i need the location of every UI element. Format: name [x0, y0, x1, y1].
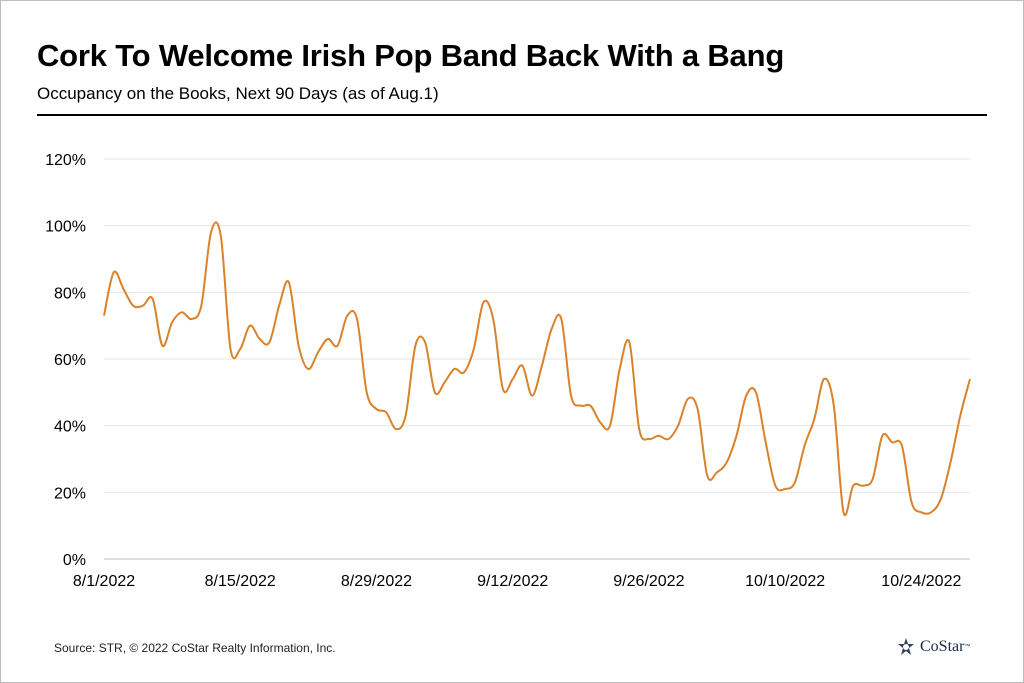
gridlines: [104, 158, 970, 560]
y-tick-label: 60%: [54, 352, 86, 369]
x-tick-label: 10/24/2022: [881, 573, 961, 590]
y-axis-ticks: 0% 20% 40% 60% 80% 100% 120%: [45, 152, 86, 569]
y-tick-label: 100%: [45, 219, 86, 236]
title-divider: [37, 114, 987, 116]
x-axis-ticks: 8/1/2022 8/15/2022 8/29/2022 9/12/2022 9/26/…: [73, 573, 962, 590]
series-group: [103, 221, 971, 517]
x-tick-label: 8/29/2022: [341, 573, 412, 590]
y-tick-label: 20%: [54, 485, 86, 502]
x-tick-label: 9/26/2022: [613, 573, 684, 590]
y-tick-label: 0%: [63, 552, 86, 569]
x-tick-label: 9/12/2022: [477, 573, 548, 590]
y-tick-label: 40%: [54, 419, 86, 436]
y-tick-label: 120%: [45, 152, 86, 169]
costar-logo: CoStar ™: [896, 636, 970, 658]
chart-subtitle: Occupancy on the Books, Next 90 Days (as…: [37, 84, 439, 103]
occupancy-series-line: [103, 221, 971, 517]
costar-star-icon: [898, 638, 914, 655]
x-tick-label: 8/1/2022: [73, 573, 135, 590]
logo-trademark: ™: [964, 644, 971, 650]
x-tick-label: 8/15/2022: [205, 573, 276, 590]
chart-title: Cork To Welcome Irish Pop Band Back With…: [37, 38, 785, 73]
y-tick-label: 80%: [54, 285, 86, 302]
source-note: Source: STR, © 2022 CoStar Realty Inform…: [54, 641, 336, 655]
logo-text: CoStar: [920, 638, 965, 655]
x-tick-label: 10/10/2022: [745, 573, 825, 590]
